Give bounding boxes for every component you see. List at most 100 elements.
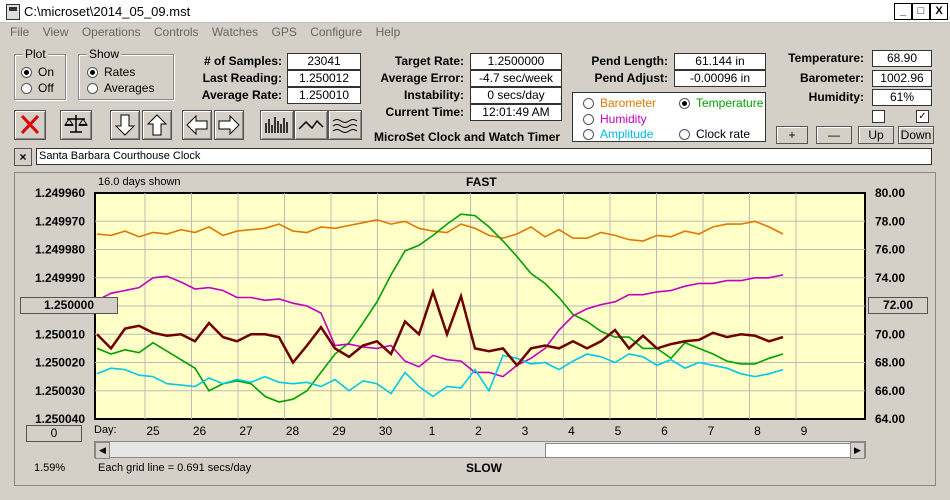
series-rate xyxy=(96,287,784,368)
minimize-button[interactable]: _ xyxy=(894,3,912,20)
wave-graph-button[interactable] xyxy=(328,110,362,140)
histogram-button[interactable] xyxy=(260,110,294,140)
menu-configure[interactable]: Configure xyxy=(310,25,363,39)
minus-button[interactable]: — xyxy=(816,126,852,144)
average-error-label: Average Error: xyxy=(380,71,464,85)
line-graph-icon xyxy=(298,119,324,130)
menu-watches[interactable]: Watches xyxy=(211,25,259,39)
down-button[interactable]: Down xyxy=(898,126,934,144)
amplitude-radio[interactable]: Amplitude xyxy=(583,127,653,141)
show-averages-label: Averages xyxy=(104,81,155,95)
x-tick: 3 xyxy=(522,424,529,438)
humidity-radio[interactable]: Humidity xyxy=(583,112,647,126)
radio-empty-icon xyxy=(583,113,594,125)
humidity-label: Humidity: xyxy=(808,90,864,104)
plot-group: Plot On Off xyxy=(14,47,66,100)
clear-data-button[interactable] xyxy=(14,110,46,140)
show-group: Show Rates Averages xyxy=(78,47,174,100)
scroll-left-button[interactable] xyxy=(182,110,212,140)
menu-operations[interactable]: Operations xyxy=(81,25,141,39)
average-rate-label: Average Rate: xyxy=(201,88,282,102)
arrow-up-icon xyxy=(146,114,168,136)
wave-icon xyxy=(332,119,358,133)
y-left-tick: 1.249990 xyxy=(35,271,85,285)
pend-length-label: Pend Length: xyxy=(591,54,668,68)
scroll-down-button[interactable] xyxy=(110,110,140,140)
x-tick: 7 xyxy=(708,424,715,438)
menu-file[interactable]: File xyxy=(10,25,30,39)
plot-on-radio[interactable]: On xyxy=(21,65,54,79)
scroll-up-button[interactable] xyxy=(142,110,172,140)
x-tick: 6 xyxy=(661,424,668,438)
y-right-tick: 80.00 xyxy=(875,186,905,200)
plot-off-radio[interactable]: Off xyxy=(21,81,54,95)
x-tick: 8 xyxy=(754,424,761,438)
show-rates-label: Rates xyxy=(104,65,136,79)
last-reading-label: Last Reading: xyxy=(202,71,282,85)
instability-value: 0 secs/day xyxy=(470,87,562,104)
window-title: C:\microset\2014_05_09.mst xyxy=(24,4,191,19)
barometer-radio[interactable]: Barometer xyxy=(583,96,656,110)
temperature-option-label: Temperature xyxy=(696,96,764,110)
clock-name-input[interactable]: Santa Barbara Courthouse Clock xyxy=(36,148,932,165)
scrollbar-thumb[interactable] xyxy=(545,443,852,458)
series-amplitude xyxy=(96,353,784,398)
x-tick: 1 xyxy=(429,424,436,438)
left-center-value-button[interactable]: 1.250000 xyxy=(20,297,118,314)
pend-adjust-label: Pend Adjust: xyxy=(594,71,668,85)
x-tick: 2 xyxy=(475,424,482,438)
menu-controls[interactable]: Controls xyxy=(153,25,199,39)
temperature-radio[interactable]: Temperature xyxy=(679,96,763,110)
line-graph-button[interactable] xyxy=(294,110,328,140)
barometer-option-label: Barometer xyxy=(600,96,657,110)
grid-note: Each grid line = 0.691 secs/day xyxy=(98,462,252,474)
radio-selected-icon xyxy=(87,66,98,78)
arrow-down-icon xyxy=(114,114,136,136)
show-rates-radio[interactable]: Rates xyxy=(87,65,135,79)
maximize-button[interactable]: □ xyxy=(912,3,930,20)
menu-help[interactable]: Help xyxy=(375,25,401,39)
last-reading-value: 1.250012 xyxy=(287,70,361,87)
plot-on-label: On xyxy=(38,65,55,79)
menu-gps[interactable]: GPS xyxy=(271,25,297,39)
scroll-right-button[interactable] xyxy=(214,110,244,140)
x-tick: 5 xyxy=(615,424,622,438)
right-checkbox[interactable]: ✓ xyxy=(916,110,929,123)
right-center-value-button[interactable]: 72.00 xyxy=(868,297,928,314)
clock-rate-radio[interactable]: Clock rate xyxy=(679,127,750,141)
bars-icon xyxy=(265,117,288,133)
scroll-right-arrow-icon[interactable]: ▶ xyxy=(850,442,865,459)
y-right-tick: 64.00 xyxy=(875,412,905,426)
x-tick: 26 xyxy=(193,424,207,438)
current-time-value: 12:01:49 AM xyxy=(470,104,562,121)
calibrate-button[interactable] xyxy=(60,110,92,140)
x-tick: 29 xyxy=(332,424,346,438)
close-button[interactable]: X xyxy=(930,3,948,20)
y-left-tick: 1.250030 xyxy=(35,384,85,398)
y-right-tick: 70.00 xyxy=(875,327,905,341)
amplitude-option-label: Amplitude xyxy=(600,127,654,141)
show-averages-radio[interactable]: Averages xyxy=(87,81,154,95)
horizontal-scrollbar[interactable]: ◀ ▶ xyxy=(94,441,866,459)
barometer-value: 1002.96 xyxy=(872,70,932,87)
average-rate-value: 1.250010 xyxy=(287,87,361,104)
scroll-left-arrow-icon[interactable]: ◀ xyxy=(95,442,110,459)
x-tick: 25 xyxy=(146,424,160,438)
series-temperature xyxy=(96,213,784,403)
y-right-tick: 66.00 xyxy=(875,384,905,398)
menu-view[interactable]: View xyxy=(42,25,69,39)
clock-name-row: × Santa Barbara Courthouse Clock xyxy=(10,148,932,166)
radio-selected-icon xyxy=(679,97,690,109)
radio-empty-icon xyxy=(21,82,32,94)
y-left-tick: 1.249970 xyxy=(35,214,85,228)
chart-panel: 1.249960 80.00 1.249970 78.00 1.249980 76.00 1… xyxy=(14,172,936,486)
up-button[interactable]: Up xyxy=(858,126,894,144)
app-caption: MicroSet Clock and Watch Timer xyxy=(374,130,561,144)
close-clock-icon[interactable]: × xyxy=(14,148,32,166)
samples-value: 23041 xyxy=(287,53,361,70)
radio-empty-icon xyxy=(679,128,690,140)
left-checkbox[interactable] xyxy=(872,110,885,123)
plus-button[interactable]: + xyxy=(776,126,808,144)
radio-empty-icon xyxy=(87,82,98,94)
offset-button[interactable]: 0 xyxy=(26,425,82,442)
